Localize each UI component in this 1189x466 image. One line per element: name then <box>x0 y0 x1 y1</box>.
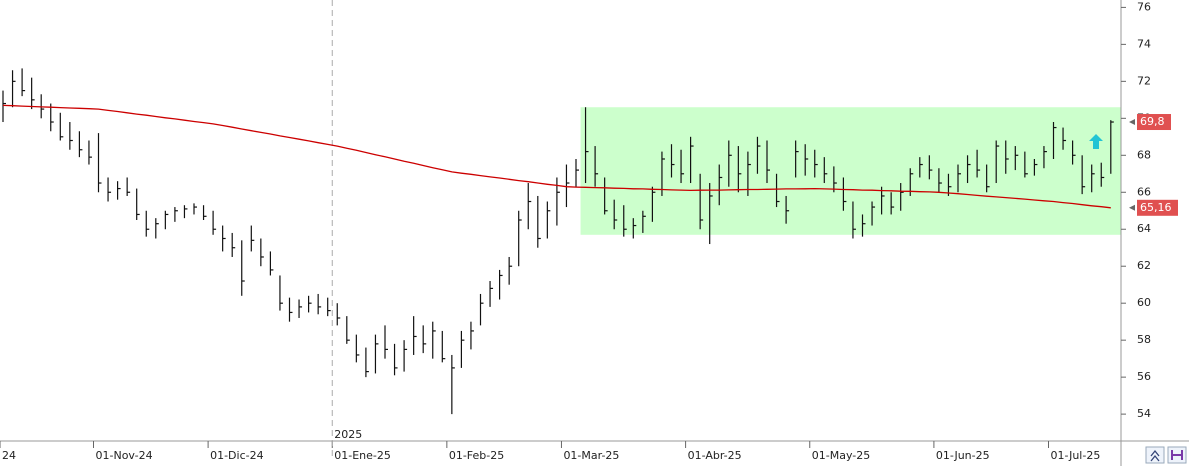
y-tick-label: 66 <box>1137 185 1151 198</box>
y-tick-label: 74 <box>1137 37 1151 50</box>
y-tick-label: 58 <box>1137 333 1151 346</box>
y-tick-label: 54 <box>1137 407 1151 420</box>
x-tick-label: 24 <box>2 449 16 462</box>
y-tick-label: 56 <box>1137 370 1151 383</box>
moving-average <box>2 104 1111 209</box>
signal-arrow <box>1089 134 1103 149</box>
x-tick-label: 01-Jul-25 <box>1051 449 1101 462</box>
y-tick-label: 62 <box>1137 259 1151 272</box>
x-tick-label: 01-Feb-25 <box>449 449 504 462</box>
toolbar <box>1145 446 1187 464</box>
price-tag-label: 65,16 <box>1140 201 1172 214</box>
y-tick-label: 68 <box>1137 148 1151 161</box>
history-icon <box>1171 450 1183 460</box>
x-tick-label: 01-Dic-24 <box>210 449 264 462</box>
x-tick-label: 01-Ene-25 <box>334 449 391 462</box>
price-tag-pointer <box>1129 204 1135 211</box>
x-tick-label: 01-May-25 <box>812 449 870 462</box>
x-tick-label: 01-Mar-25 <box>563 449 619 462</box>
price-tag <box>1137 114 1171 131</box>
y-tick-label: 60 <box>1137 296 1151 309</box>
x-tick-label: 01-Abr-25 <box>688 449 742 462</box>
year-label: 2025 <box>334 428 362 441</box>
price-tag <box>1137 199 1178 216</box>
price-tag-label: 69,8 <box>1140 115 1165 128</box>
y-tick-label: 64 <box>1137 222 1151 235</box>
y-tick-label: 72 <box>1137 74 1151 87</box>
y-tick-label: 76 <box>1137 0 1151 13</box>
scroll-icon <box>1150 449 1160 462</box>
x-tick-label: 01-Jun-25 <box>936 449 990 462</box>
range-box <box>580 107 1121 235</box>
price-tag-pointer <box>1129 119 1135 126</box>
x-tick-label: 01-Nov-24 <box>96 449 153 462</box>
